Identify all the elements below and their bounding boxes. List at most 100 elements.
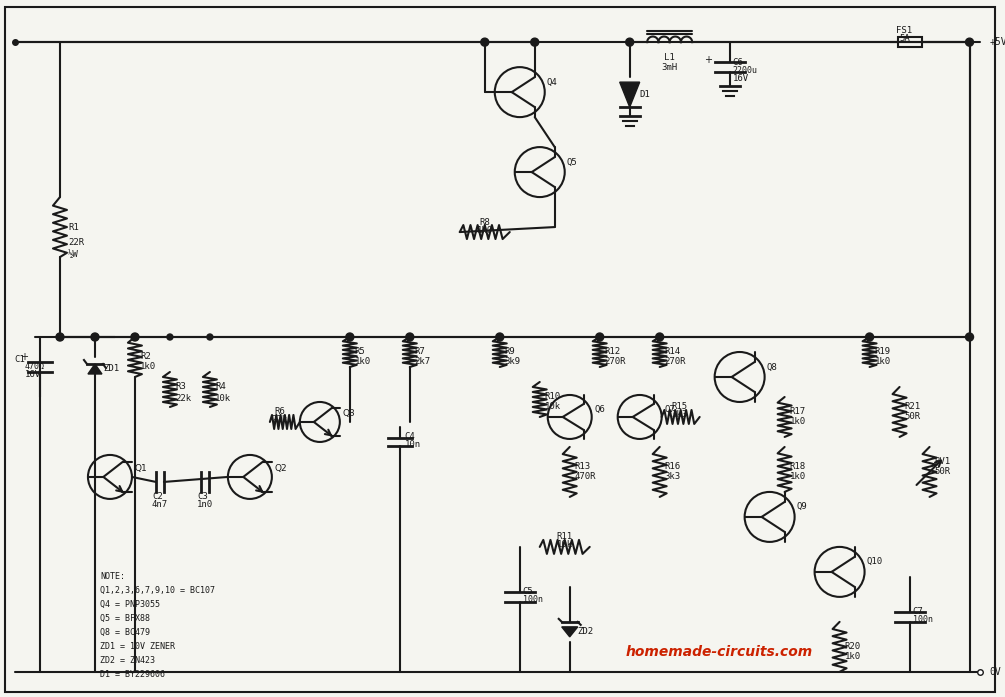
Circle shape [597, 334, 603, 340]
Text: R13: R13 [575, 462, 591, 471]
Circle shape [656, 334, 662, 340]
Text: 2200u: 2200u [733, 66, 758, 75]
Text: ½W: ½W [68, 250, 78, 259]
Polygon shape [88, 364, 102, 374]
Text: R2: R2 [140, 353, 151, 362]
Circle shape [866, 334, 872, 340]
Text: 50R: 50R [904, 413, 921, 422]
Text: FS1: FS1 [896, 26, 913, 35]
Circle shape [167, 334, 173, 340]
Text: R18: R18 [790, 462, 806, 471]
Text: NOTE:: NOTE: [99, 572, 125, 581]
Text: +: + [20, 352, 28, 362]
Text: 16V: 16V [25, 371, 41, 379]
Text: R17: R17 [790, 408, 806, 417]
Text: R9: R9 [505, 348, 516, 356]
Circle shape [132, 334, 138, 340]
Text: +5V: +5V [990, 37, 1005, 47]
Text: 270R: 270R [605, 358, 626, 367]
Text: R15: R15 [671, 402, 687, 411]
Text: 3k3: 3k3 [671, 411, 687, 420]
Text: 1k0: 1k0 [355, 358, 371, 367]
Text: homemade-circuits.com: homemade-circuits.com [626, 645, 813, 659]
Text: Q2: Q2 [274, 464, 287, 473]
Text: 1k0: 1k0 [790, 473, 806, 482]
Text: R20: R20 [844, 643, 860, 652]
Circle shape [966, 38, 974, 46]
Circle shape [406, 333, 414, 341]
Text: R3: R3 [175, 383, 186, 392]
Text: R16: R16 [664, 462, 680, 471]
Text: 470R: 470R [575, 473, 596, 482]
Circle shape [91, 333, 98, 341]
Text: 1k0: 1k0 [476, 226, 492, 235]
Text: C5: C5 [523, 588, 534, 597]
Text: 3mH: 3mH [661, 63, 677, 72]
Text: R21: R21 [904, 402, 921, 411]
Text: R5: R5 [355, 348, 366, 356]
Text: 1k0: 1k0 [844, 652, 860, 661]
Text: 22k: 22k [271, 415, 287, 424]
Circle shape [56, 333, 64, 341]
Text: R10: R10 [545, 392, 561, 401]
Polygon shape [620, 82, 640, 107]
Text: D1 = BY229606: D1 = BY229606 [99, 671, 165, 680]
Text: Q6: Q6 [595, 404, 605, 413]
Text: 2k7: 2k7 [415, 358, 431, 367]
Text: 10n: 10n [405, 441, 421, 450]
Text: R14: R14 [664, 348, 680, 356]
Text: L1: L1 [664, 53, 675, 61]
Text: C1: C1 [14, 355, 25, 365]
Text: 470Ω: 470Ω [25, 362, 45, 372]
Circle shape [207, 334, 213, 340]
Text: Q8: Q8 [767, 362, 778, 372]
Text: ZD1 = 10V ZENER: ZD1 = 10V ZENER [99, 643, 175, 652]
Text: 0V: 0V [990, 667, 1001, 677]
Circle shape [655, 333, 663, 341]
Text: Q5 = BFX88: Q5 = BFX88 [99, 614, 150, 623]
Polygon shape [562, 627, 578, 637]
Text: C7: C7 [913, 607, 924, 616]
Text: ZD2: ZD2 [578, 627, 594, 636]
Text: Q4: Q4 [547, 77, 558, 86]
Circle shape [966, 333, 974, 341]
Circle shape [496, 334, 502, 340]
Text: 16V: 16V [733, 74, 749, 83]
Text: R4: R4 [215, 383, 226, 392]
Text: Q9: Q9 [797, 503, 807, 512]
Text: 22R: 22R [68, 238, 84, 247]
Circle shape [531, 38, 539, 46]
Text: Q1: Q1 [135, 464, 148, 473]
Text: 1n0: 1n0 [197, 500, 213, 510]
Text: 5A: 5A [899, 33, 910, 43]
Text: Q4 = PNP3055: Q4 = PNP3055 [99, 600, 160, 609]
Circle shape [866, 334, 872, 340]
Text: 1k0: 1k0 [140, 362, 156, 372]
Circle shape [626, 38, 634, 46]
Text: R6: R6 [274, 408, 285, 417]
Text: D1: D1 [640, 90, 650, 99]
Text: 10k: 10k [545, 402, 561, 411]
Text: Q5: Q5 [567, 158, 578, 167]
Text: 1k0: 1k0 [874, 358, 890, 367]
Text: Q10: Q10 [866, 558, 882, 567]
Text: ZD1: ZD1 [103, 365, 119, 374]
Circle shape [495, 333, 504, 341]
Text: 1k0: 1k0 [790, 418, 806, 427]
Text: 3k9: 3k9 [505, 358, 521, 367]
Text: 4n7: 4n7 [152, 500, 168, 510]
Text: RV1: RV1 [935, 457, 951, 466]
Circle shape [131, 333, 139, 341]
Text: C2: C2 [152, 492, 163, 501]
Text: 100n: 100n [913, 615, 933, 625]
Text: C4: C4 [405, 432, 415, 441]
Text: C6: C6 [733, 58, 744, 67]
Bar [897, 37, 922, 47]
Text: Q8 = BC479: Q8 = BC479 [99, 629, 150, 637]
Text: Q1,2,3,6,7,9,10 = BC107: Q1,2,3,6,7,9,10 = BC107 [99, 586, 215, 595]
Text: R12: R12 [605, 348, 621, 356]
Text: R11: R11 [557, 533, 573, 542]
Text: 270R: 270R [664, 358, 686, 367]
Text: Q3: Q3 [343, 409, 356, 418]
Text: 10k: 10k [557, 540, 573, 549]
